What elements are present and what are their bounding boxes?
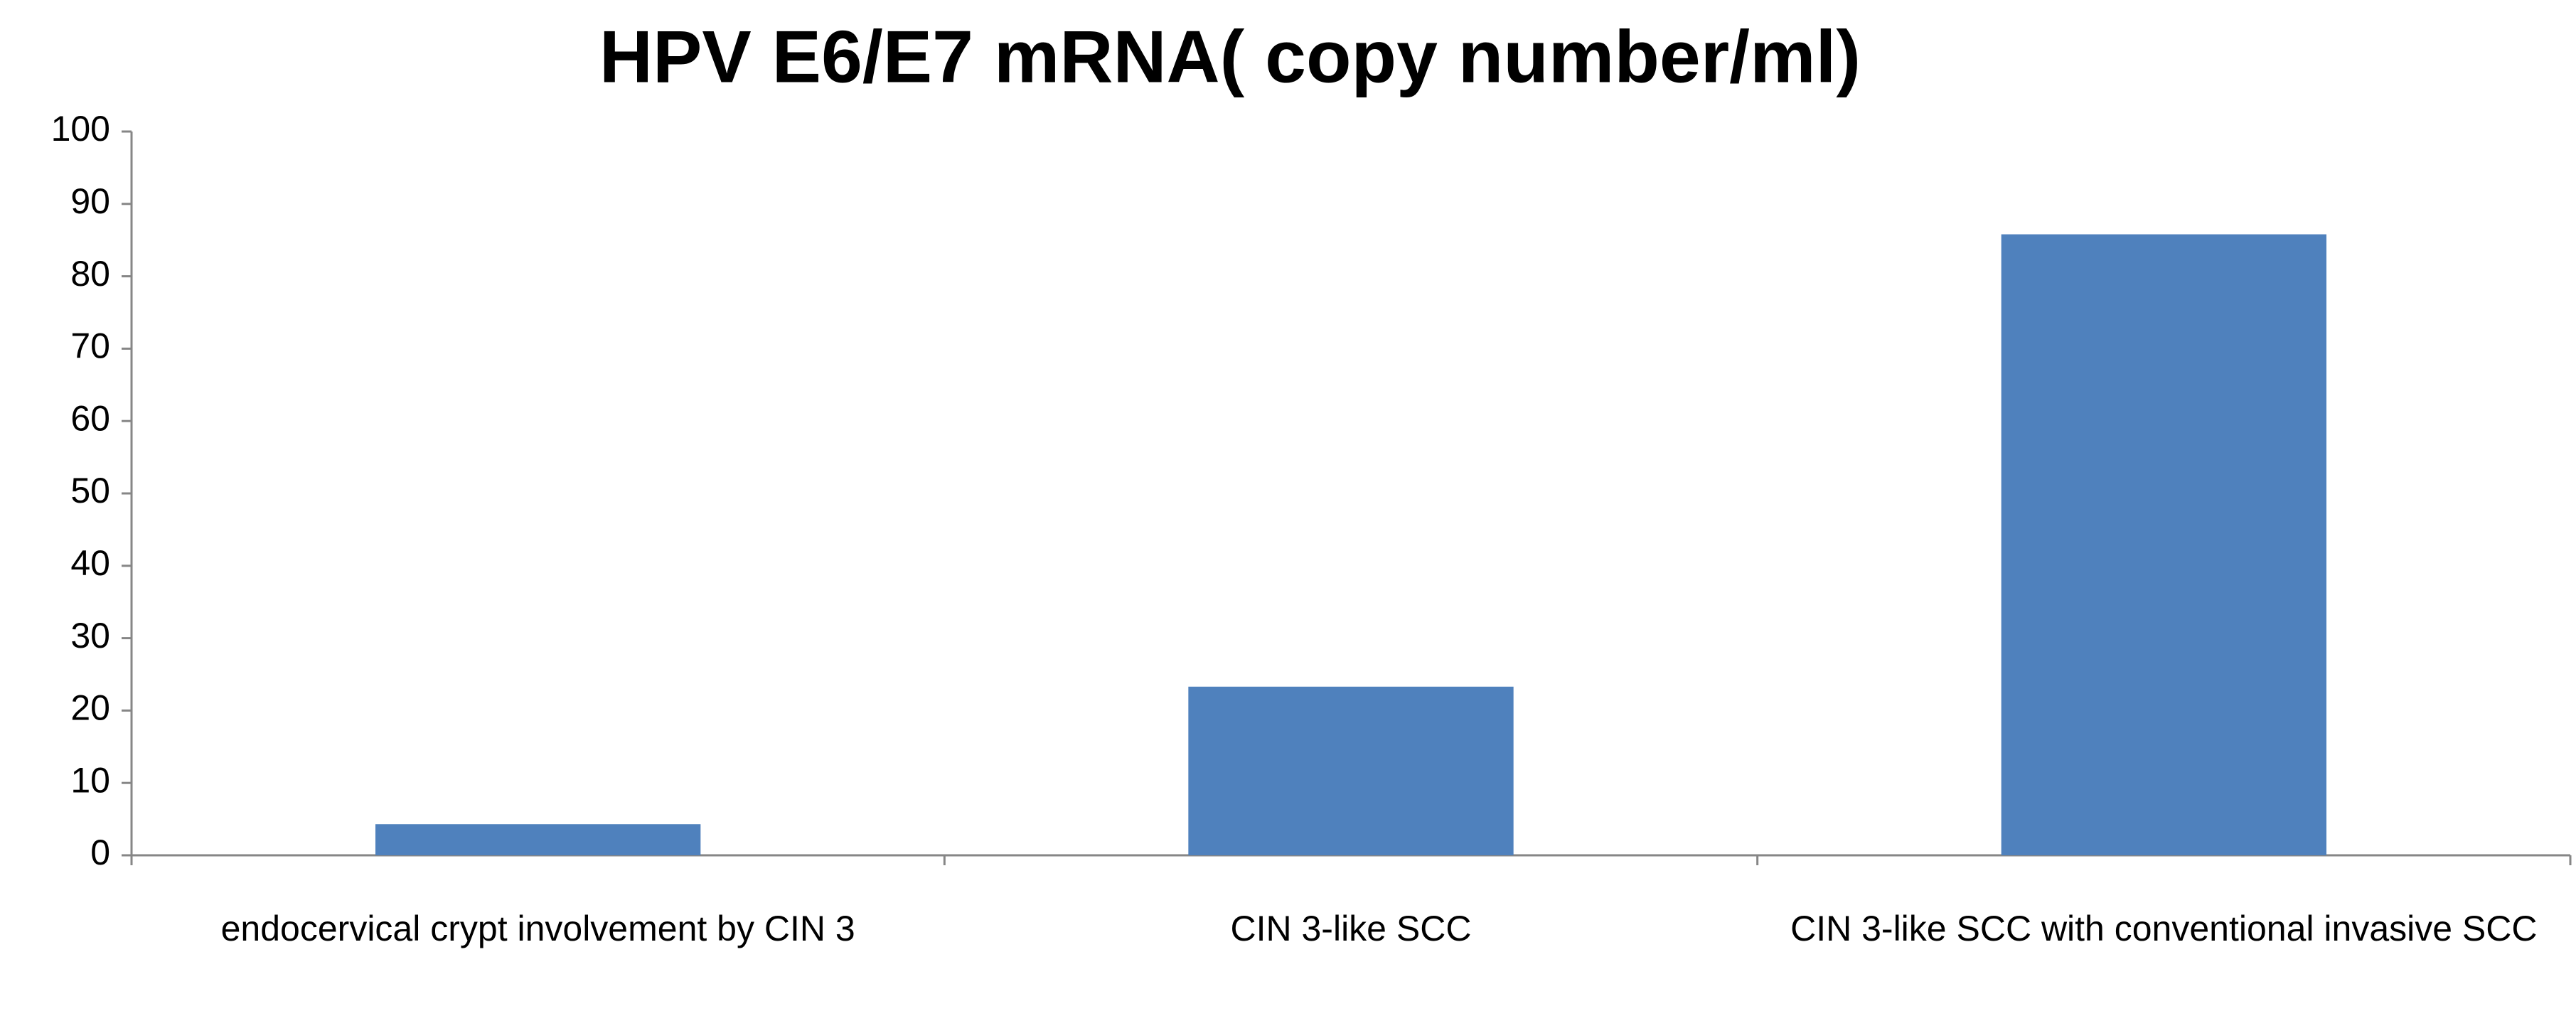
y-tick-label: 20 (70, 688, 110, 728)
bar (1188, 686, 1514, 855)
y-tick-label: 10 (70, 760, 110, 800)
bar (2001, 234, 2326, 855)
y-tick-label: 40 (70, 543, 110, 583)
y-tick-label: 100 (51, 109, 110, 149)
y-tick-label: 80 (70, 254, 110, 294)
y-tick-label: 50 (70, 471, 110, 510)
y-tick-label: 0 (90, 833, 110, 872)
chart-title: HPV E6/E7 mRNA( copy number/ml) (599, 16, 1861, 98)
bar (375, 824, 701, 855)
y-tick-label: 90 (70, 181, 110, 221)
y-tick-label: 60 (70, 398, 110, 438)
x-tick-label: endocervical crypt involvement by CIN 3 (220, 909, 855, 948)
y-tick-label: 30 (70, 616, 110, 656)
x-tick-label: CIN 3-like SCC (1230, 909, 1472, 948)
x-tick-label: CIN 3-like SCC with conventional invasiv… (1790, 909, 2538, 948)
y-tick-label: 70 (70, 326, 110, 366)
